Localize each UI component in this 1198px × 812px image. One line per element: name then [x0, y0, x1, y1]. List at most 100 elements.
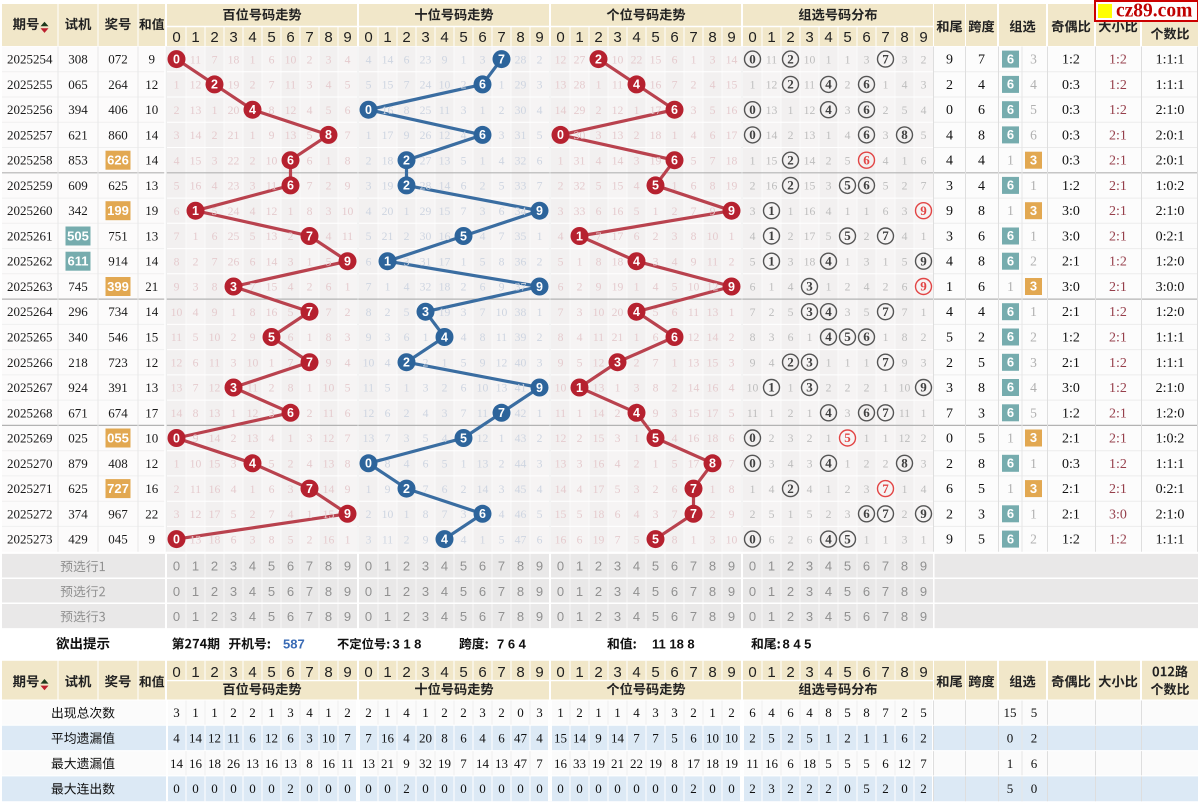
- svg-text:14: 14: [477, 483, 489, 496]
- svg-text:3: 3: [1030, 279, 1037, 294]
- svg-text:6: 6: [946, 482, 953, 497]
- svg-text:1: 1: [577, 255, 583, 268]
- svg-text:8: 8: [901, 609, 908, 624]
- svg-text:1: 1: [1007, 203, 1014, 218]
- svg-text:5: 5: [672, 458, 678, 471]
- svg-text:3: 3: [499, 129, 505, 142]
- svg-text:10: 10: [726, 533, 738, 546]
- svg-text:4: 4: [978, 305, 985, 320]
- svg-text:5: 5: [710, 104, 716, 117]
- svg-text:2: 2: [288, 458, 294, 471]
- svg-text:2: 2: [788, 533, 794, 546]
- svg-text:4: 4: [825, 531, 832, 546]
- svg-text:2025263: 2025263: [7, 279, 53, 294]
- svg-text:3: 3: [672, 230, 678, 243]
- svg-text:1: 1: [595, 705, 602, 720]
- svg-text:2:1: 2:1: [1109, 432, 1127, 447]
- svg-text:0: 0: [172, 29, 180, 46]
- svg-text:6: 6: [287, 179, 294, 193]
- svg-text:734: 734: [108, 304, 128, 319]
- svg-text:2: 2: [537, 53, 543, 66]
- svg-text:1: 1: [750, 154, 756, 167]
- svg-text:4: 4: [806, 705, 813, 720]
- svg-text:2: 2: [787, 51, 794, 66]
- svg-text:1: 1: [577, 407, 583, 420]
- svg-text:9: 9: [727, 29, 735, 46]
- svg-text:8: 8: [825, 705, 832, 720]
- svg-text:2: 2: [423, 356, 429, 369]
- svg-text:2: 2: [174, 104, 180, 117]
- svg-text:924: 924: [68, 380, 88, 395]
- svg-text:1: 1: [384, 255, 391, 269]
- svg-text:6: 6: [307, 154, 313, 167]
- svg-text:3: 3: [173, 705, 180, 720]
- svg-text:0: 0: [173, 532, 180, 546]
- svg-text:5: 5: [480, 255, 486, 268]
- svg-text:5: 5: [769, 508, 775, 521]
- svg-text:2: 2: [594, 29, 602, 46]
- svg-text:7: 7: [250, 281, 256, 294]
- svg-text:13: 13: [439, 154, 451, 167]
- svg-text:6: 6: [671, 609, 678, 624]
- svg-text:9: 9: [344, 609, 351, 624]
- svg-text:2: 2: [653, 230, 659, 243]
- svg-text:4: 4: [978, 154, 985, 169]
- svg-text:4: 4: [946, 154, 953, 169]
- svg-text:2: 2: [595, 52, 602, 66]
- svg-text:2: 2: [769, 306, 775, 319]
- svg-text:1: 1: [845, 53, 851, 66]
- svg-text:1: 1: [864, 356, 870, 369]
- svg-text:0: 0: [749, 102, 756, 117]
- svg-text:12: 12: [209, 382, 221, 395]
- svg-text:1: 1: [653, 205, 659, 218]
- svg-text:13: 13: [247, 432, 259, 445]
- svg-text:12: 12: [766, 79, 778, 92]
- svg-text:3: 3: [613, 664, 621, 681]
- svg-text:6: 6: [231, 533, 237, 546]
- svg-text:6: 6: [863, 329, 870, 344]
- svg-text:1: 1: [768, 584, 775, 599]
- svg-text:7: 7: [882, 609, 889, 624]
- svg-text:0: 0: [748, 29, 756, 46]
- svg-text:3: 3: [250, 533, 256, 546]
- svg-text:6: 6: [863, 584, 870, 599]
- svg-text:2: 2: [749, 730, 756, 745]
- svg-text:5: 5: [978, 356, 985, 371]
- svg-text:1:2: 1:2: [1109, 53, 1127, 68]
- svg-text:6: 6: [863, 609, 870, 624]
- svg-text:0: 0: [749, 51, 756, 66]
- svg-text:6: 6: [729, 432, 735, 445]
- svg-text:8: 8: [441, 730, 448, 745]
- svg-text:4: 4: [326, 230, 332, 243]
- svg-text:7: 7: [920, 756, 927, 771]
- svg-text:9: 9: [558, 356, 564, 369]
- svg-text:6: 6: [671, 103, 678, 117]
- svg-text:2: 2: [212, 129, 218, 142]
- svg-text:8: 8: [212, 281, 218, 294]
- svg-text:5: 5: [844, 705, 851, 720]
- svg-text:31: 31: [574, 154, 586, 167]
- svg-text:7: 7: [882, 559, 889, 574]
- svg-text:18: 18: [650, 129, 662, 142]
- svg-text:3: 3: [710, 533, 716, 546]
- svg-text:7: 7: [498, 559, 505, 574]
- svg-text:9: 9: [946, 204, 953, 219]
- svg-text:6: 6: [863, 102, 870, 117]
- svg-text:2: 2: [729, 255, 735, 268]
- svg-text:14: 14: [170, 756, 184, 771]
- svg-text:1: 1: [1030, 178, 1037, 193]
- svg-text:6: 6: [670, 29, 678, 46]
- svg-text:2:1: 2:1: [1062, 507, 1080, 522]
- svg-text:1: 1: [211, 705, 218, 720]
- svg-text:2:1: 2:1: [1062, 432, 1080, 447]
- svg-text:5: 5: [345, 79, 351, 92]
- svg-text:2: 2: [365, 705, 372, 720]
- svg-text:3: 3: [615, 432, 621, 445]
- svg-text:045: 045: [108, 532, 128, 547]
- svg-text:21: 21: [382, 230, 394, 243]
- svg-text:9: 9: [442, 53, 448, 66]
- svg-text:1:1:1: 1:1:1: [1156, 457, 1185, 472]
- svg-text:7: 7: [499, 230, 505, 243]
- svg-text:2: 2: [864, 458, 870, 471]
- svg-text:7: 7: [269, 79, 275, 92]
